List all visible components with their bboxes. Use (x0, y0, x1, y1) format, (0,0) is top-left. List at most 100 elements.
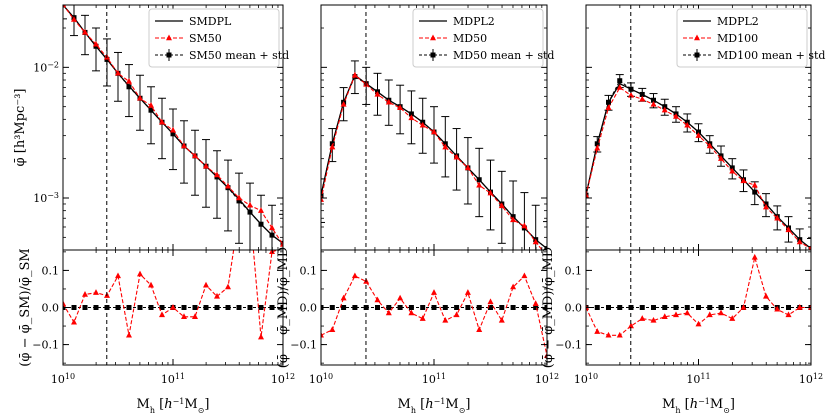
x-tick-label: 1010 (574, 372, 598, 387)
subbox-point (329, 143, 336, 150)
zero-point (594, 305, 600, 310)
mean-std-point (236, 198, 242, 204)
residual-point (329, 326, 336, 332)
subbox-series (321, 71, 543, 250)
zero-point (684, 305, 690, 310)
mean-std-point (639, 91, 645, 97)
residual-point (785, 311, 792, 318)
residual-point (159, 311, 165, 318)
legend-label: MD50 mean + std (453, 49, 554, 62)
subbox-series (586, 84, 811, 250)
residual-point (374, 296, 381, 303)
residual-point (673, 311, 679, 318)
residual-point (137, 270, 143, 277)
residual-point (115, 272, 121, 279)
legend-box (148, 8, 280, 68)
subbox-point (628, 91, 634, 98)
zero-point (752, 305, 758, 310)
subbox-point (487, 189, 494, 196)
residual-point (594, 328, 601, 334)
legend-label: SM50 mean + std (189, 49, 289, 62)
residual-point (126, 331, 132, 338)
residual-point (740, 304, 747, 310)
zero-point (137, 305, 143, 310)
residual-point (148, 281, 154, 288)
zero-point (420, 305, 426, 310)
residual-point (650, 316, 657, 323)
subbox-point (594, 144, 601, 151)
mean-std-point (258, 221, 264, 227)
legend: MDPL2 MD100 MD100 mean + std (676, 8, 825, 68)
x-tick-label: 1011 (422, 372, 446, 387)
residual-y-tick-label: −0.1 (32, 339, 59, 352)
x-tick-label: 1011 (161, 372, 185, 387)
residual-point (93, 289, 99, 295)
subbox-point (419, 121, 426, 128)
residual-plot-area (63, 250, 283, 340)
zero-point (510, 305, 516, 310)
residual-y-tick-label: 0.0 (565, 302, 583, 315)
zero-point (329, 305, 335, 310)
residual-point (510, 283, 517, 290)
residual-point (63, 300, 66, 306)
residual-point (203, 281, 209, 288)
mean-std-point (606, 99, 611, 105)
x-tick-label: 1012 (271, 372, 295, 387)
subbox-point (442, 143, 449, 150)
mean-std-point (696, 129, 701, 135)
subbox-point (706, 142, 713, 149)
x-tick-label: 1011 (686, 372, 710, 387)
zero-point (82, 305, 88, 310)
zero-point (533, 305, 539, 310)
mean-std-series (586, 74, 811, 250)
x-tick-label: 1012 (535, 372, 559, 387)
x-tick-label: 1010 (309, 372, 333, 387)
mean-std-point (544, 246, 547, 250)
zero-point (148, 305, 154, 310)
residual-point (729, 315, 736, 321)
subbox-point (397, 104, 404, 111)
zero-point (639, 305, 645, 310)
panel-left: 1010 1011 1012 Mh [h−1M⊙] 10−2 10−3 φ̄ [h³Mpc⁻… (13, 4, 295, 415)
subbox-point (808, 245, 811, 250)
legend-marker-mean (166, 52, 172, 58)
zero-point (431, 305, 437, 310)
residual-point (498, 316, 505, 323)
zero-point (214, 305, 220, 310)
zero-point (341, 305, 347, 310)
residual-point (628, 322, 634, 329)
zero-point (465, 305, 471, 310)
subbox-point (126, 77, 132, 84)
residual-point (774, 305, 781, 312)
mean-std-point (617, 78, 623, 84)
subbox-point (498, 202, 505, 209)
zero-point (247, 305, 253, 310)
subbox-point (82, 28, 88, 35)
x-tick-label: 1010 (51, 372, 75, 387)
residual-point (82, 291, 88, 297)
mean-std-point (752, 189, 758, 195)
zero-point (488, 305, 493, 310)
zero-point (707, 305, 713, 310)
residual-point (661, 313, 668, 319)
x-axis-label: Mh [h−1M⊙] (662, 397, 735, 415)
legend-label: MDPL2 (453, 15, 495, 28)
residual-point (385, 309, 392, 316)
mean-std-point (662, 104, 668, 110)
subbox-point (71, 16, 77, 22)
mean-std-point (651, 97, 656, 103)
residual-point (695, 320, 702, 327)
subbox-point (351, 71, 358, 78)
zero-point (225, 305, 231, 310)
zero-point (352, 305, 358, 310)
subbox-point (247, 201, 253, 208)
residual-y-tick-label: −0.1 (290, 339, 317, 352)
zero-point (673, 305, 679, 310)
residual-point (532, 300, 539, 306)
subbox-point (340, 100, 347, 107)
subbox-point (718, 155, 724, 161)
zero-point (375, 305, 380, 310)
residual-point (431, 289, 437, 295)
residual-point (192, 313, 198, 319)
